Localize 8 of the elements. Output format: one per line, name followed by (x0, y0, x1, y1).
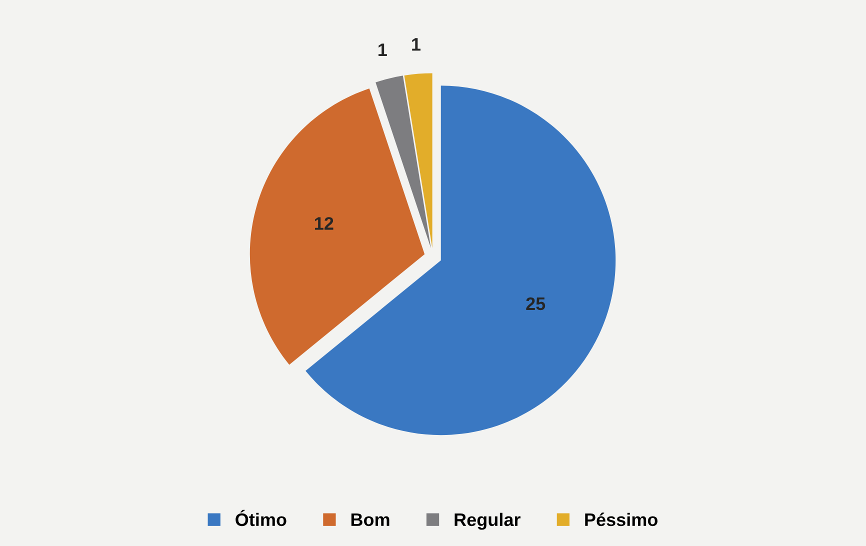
data-label: 1 (412, 38, 421, 51)
legend-label: Ótimo (236, 510, 286, 526)
legend-label: Péssimo (585, 512, 658, 526)
legend-label: Bom (351, 514, 390, 526)
data-label: 25 (526, 297, 546, 310)
data-label: 12 (315, 217, 334, 230)
legend-label: Regular (454, 512, 520, 530)
data-label: 1 (378, 44, 387, 56)
